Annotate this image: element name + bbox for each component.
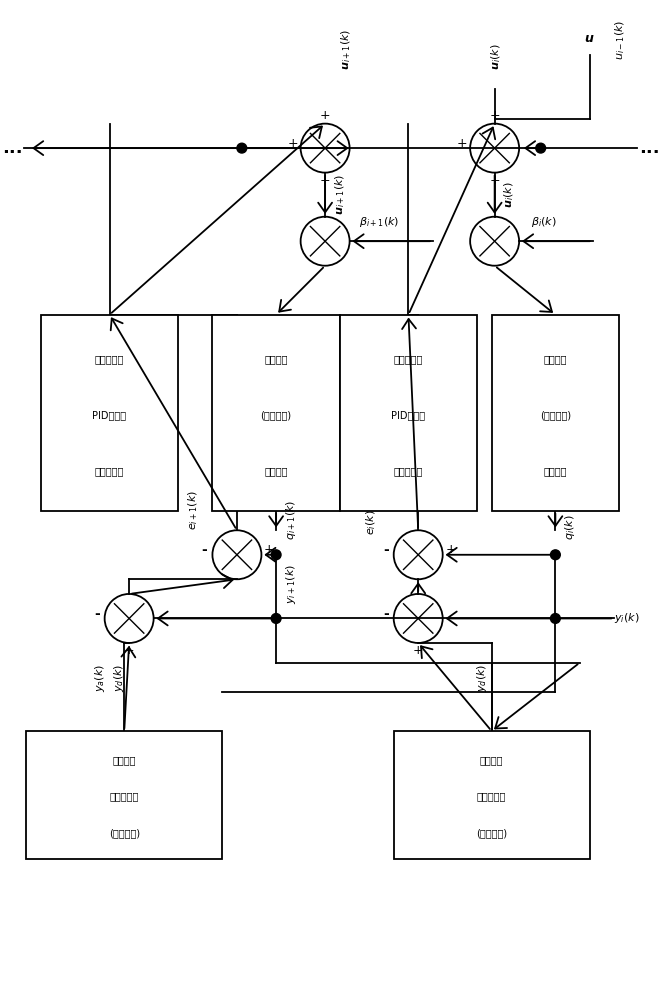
Text: +: +: [288, 137, 298, 150]
Text: +: +: [413, 644, 424, 657]
Text: $y_i(k)$: $y_i(k)$: [614, 611, 640, 625]
Text: (机器人作): (机器人作): [260, 410, 292, 420]
Text: -: -: [202, 543, 208, 557]
Text: +: +: [124, 644, 134, 657]
Text: $y_a(k)$: $y_a(k)$: [93, 664, 106, 692]
Circle shape: [271, 550, 281, 560]
Circle shape: [551, 550, 561, 560]
Text: ...: ...: [2, 139, 22, 157]
Text: 被控对象: 被控对象: [543, 354, 567, 364]
Text: +: +: [489, 174, 500, 187]
Text: $\boldsymbol{u}$: $\boldsymbol{u}$: [584, 32, 595, 45]
Text: 动器系统: 动器系统: [543, 466, 567, 476]
Text: $q_{i+1}(k)$: $q_{i+1}(k)$: [284, 500, 298, 540]
Bar: [212, 315, 340, 511]
Text: $e_{i+1}(k)$: $e_{i+1}(k)$: [186, 490, 200, 530]
Text: 机器人动: 机器人动: [480, 755, 504, 765]
Text: +: +: [320, 109, 330, 122]
Text: (参考闭环): (参考闭环): [476, 828, 507, 838]
Text: +: +: [446, 543, 456, 556]
Bar: [340, 315, 477, 511]
Text: $\boldsymbol{u}_{i}(k)$: $\boldsymbol{u}_{i}(k)$: [490, 43, 503, 70]
Text: $e_{i}(k)$: $e_{i}(k)$: [364, 510, 378, 535]
Text: $u_{i-1}(k)$: $u_{i-1}(k)$: [613, 20, 627, 60]
Text: +: +: [320, 174, 330, 187]
Text: 力学控制器: 力学控制器: [110, 792, 139, 802]
Circle shape: [536, 143, 545, 153]
Bar: [492, 315, 619, 511]
Text: $q_{i}(k)$: $q_{i}(k)$: [563, 514, 577, 540]
Text: 学习控制器: 学习控制器: [394, 466, 423, 476]
Text: -: -: [383, 543, 389, 557]
Text: 被控对象: 被控对象: [264, 354, 288, 364]
Text: 开闭环系统: 开闭环系统: [95, 354, 124, 364]
Text: PID型迭代: PID型迭代: [93, 410, 127, 420]
Text: 动器系统: 动器系统: [264, 466, 288, 476]
Text: $\beta_{i+1}(k)$: $\beta_{i+1}(k)$: [359, 215, 399, 229]
Text: ...: ...: [639, 139, 659, 157]
Text: $y_{i+1}(k)$: $y_{i+1}(k)$: [284, 564, 298, 604]
Text: +: +: [489, 109, 500, 122]
Circle shape: [271, 614, 281, 623]
Bar: [26, 731, 222, 859]
Text: $y_d(k)$: $y_d(k)$: [475, 664, 489, 692]
Text: PID型迭代: PID型迭代: [391, 410, 426, 420]
Text: 力学控制器: 力学控制器: [477, 792, 506, 802]
Text: 开闭环系统: 开闭环系统: [394, 354, 423, 364]
Text: +: +: [457, 137, 467, 150]
Circle shape: [551, 614, 561, 623]
Text: $y_d(k)$: $y_d(k)$: [112, 664, 126, 692]
Text: -: -: [383, 607, 389, 621]
Text: $\boldsymbol{u}_{i}(k)$: $\boldsymbol{u}_{i}(k)$: [502, 181, 516, 208]
Text: (参考开环): (参考开环): [108, 828, 139, 838]
Text: 机器人动: 机器人动: [112, 755, 136, 765]
Circle shape: [237, 143, 247, 153]
Bar: [41, 315, 178, 511]
Text: (机器人作): (机器人作): [540, 410, 571, 420]
Text: -: -: [94, 607, 100, 621]
Text: +: +: [264, 543, 274, 556]
Bar: [394, 731, 590, 859]
Text: $\boldsymbol{u}_{i+1}(k)$: $\boldsymbol{u}_{i+1}(k)$: [340, 29, 354, 70]
Text: $\boldsymbol{u}_{i+1}(k)$: $\boldsymbol{u}_{i+1}(k)$: [333, 174, 346, 215]
Text: $\beta_{i}(k)$: $\beta_{i}(k)$: [531, 215, 557, 229]
Text: 学习控制器: 学习控制器: [95, 466, 124, 476]
